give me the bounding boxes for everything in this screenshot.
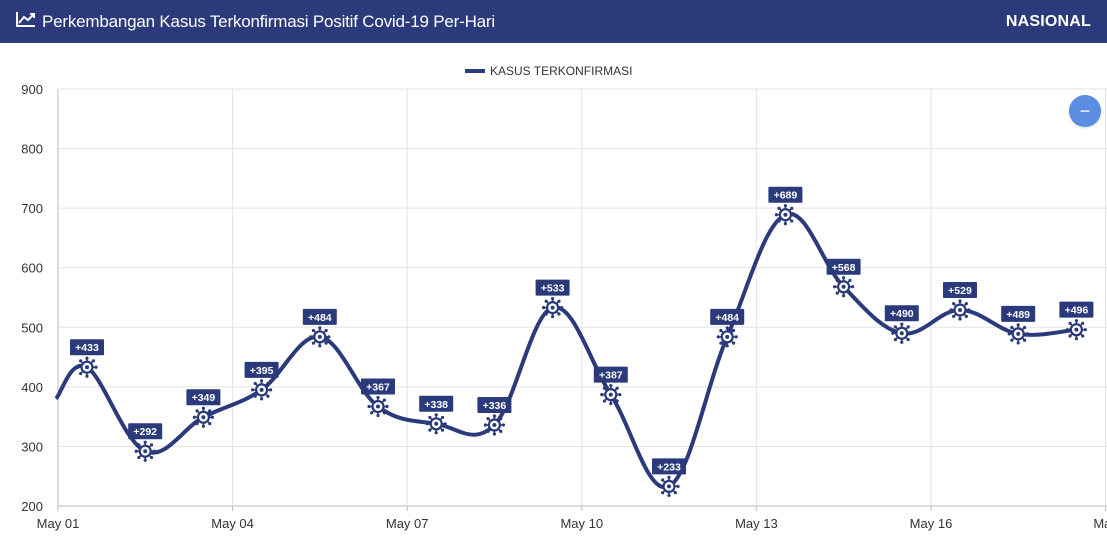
data-label-box: [186, 389, 221, 406]
virus-marker-icon[interactable]: [1065, 319, 1087, 341]
virus-marker-icon[interactable]: [716, 326, 738, 348]
data-label-box: [244, 361, 279, 378]
virus-marker-icon[interactable]: [891, 322, 913, 344]
data-label: +496: [1065, 305, 1089, 317]
virus-marker-icon[interactable]: [1007, 323, 1029, 345]
data-label: +529: [948, 285, 972, 297]
chart-title: Perkembangan Kasus Terkonfirmasi Positif…: [42, 11, 495, 31]
x-tick-label: May 01: [37, 516, 80, 531]
y-tick-label: 700: [21, 201, 43, 216]
data-label-box: [768, 186, 803, 203]
data-label: +233: [657, 461, 681, 473]
virus-marker-icon[interactable]: [251, 379, 273, 401]
data-label: +533: [541, 283, 565, 295]
chart-area: 900 800 700 600 500 400 300 200 May 01 May 04 May …: [0, 43, 1107, 544]
chart-header: Perkembangan Kasus Terkonfirmasi Positif…: [0, 0, 1107, 43]
data-label: +490: [890, 308, 914, 320]
data-label-box: [419, 395, 454, 412]
virus-marker-icon[interactable]: [309, 326, 331, 348]
y-tick-label: 600: [21, 261, 43, 276]
virus-marker-icon[interactable]: [367, 395, 389, 418]
data-label: +349: [192, 392, 216, 404]
virus-marker-icon[interactable]: [600, 384, 622, 406]
data-label: +489: [1006, 309, 1030, 321]
data-label-box: [593, 366, 628, 383]
data-label-box: [1001, 305, 1036, 322]
data-label-box: [652, 458, 686, 475]
data-label-box: [535, 279, 570, 296]
virus-marker-icon[interactable]: [483, 414, 505, 436]
virus-marker-icon[interactable]: [134, 440, 156, 462]
virus-marker-icon[interactable]: [949, 299, 971, 321]
data-label: +433: [75, 342, 99, 354]
data-label-box: [477, 396, 512, 413]
virus-marker-icon[interactable]: [542, 297, 564, 319]
header-title-group: Perkembangan Kasus Terkonfirmasi Positif…: [16, 11, 495, 32]
data-label: +484: [715, 312, 739, 324]
data-label: +568: [832, 262, 856, 274]
data-label: +689: [774, 190, 798, 202]
data-label: +387: [599, 370, 623, 382]
y-tick-label: 900: [21, 82, 43, 97]
data-label-box: [943, 282, 977, 299]
x-tick-label: May 10: [560, 516, 603, 531]
x-tick-label: May: [1093, 516, 1107, 531]
data-label-box: [1059, 301, 1094, 318]
data-label: +367: [366, 382, 390, 394]
line-chart-icon: [16, 11, 36, 32]
collapse-button[interactable]: −: [1069, 95, 1101, 127]
data-label-box: [361, 378, 395, 395]
data-label-box: [70, 339, 104, 356]
data-label-box: [128, 423, 163, 440]
x-tick-label: May 07: [386, 516, 429, 531]
minus-icon: −: [1079, 101, 1091, 121]
virus-marker-icon[interactable]: [192, 406, 214, 428]
data-label: +484: [308, 312, 332, 324]
virus-marker-icon[interactable]: [774, 204, 797, 226]
y-tick-label: 200: [21, 499, 43, 514]
y-tick-label: 800: [21, 142, 43, 157]
data-label: +336: [483, 400, 507, 412]
data-label-box: [710, 308, 745, 325]
x-tick-label: May 16: [910, 516, 953, 531]
scope-label[interactable]: NASIONAL: [1005, 12, 1091, 30]
virus-marker-icon[interactable]: [425, 413, 447, 435]
data-label: +292: [133, 426, 157, 438]
data-label-box: [302, 308, 337, 325]
data-label: +338: [424, 399, 448, 411]
legend-label: KASUS TERKONFIRMASI: [490, 64, 632, 78]
data-label-box: [826, 258, 861, 275]
y-tick-label: 500: [21, 320, 43, 335]
x-tick-label: May 13: [735, 516, 778, 531]
x-tick-label: May 04: [211, 516, 254, 531]
virus-marker-icon[interactable]: [76, 356, 98, 378]
line-chart: 900 800 700 600 500 400 300 200 May 01 May 04 May …: [21, 64, 1107, 531]
virus-marker-icon[interactable]: [658, 475, 680, 497]
data-label: +395: [250, 365, 274, 377]
y-tick-label: 300: [21, 439, 43, 454]
virus-marker-icon[interactable]: [833, 276, 855, 298]
y-tick-label: 400: [21, 380, 43, 395]
data-label-box: [884, 305, 919, 322]
